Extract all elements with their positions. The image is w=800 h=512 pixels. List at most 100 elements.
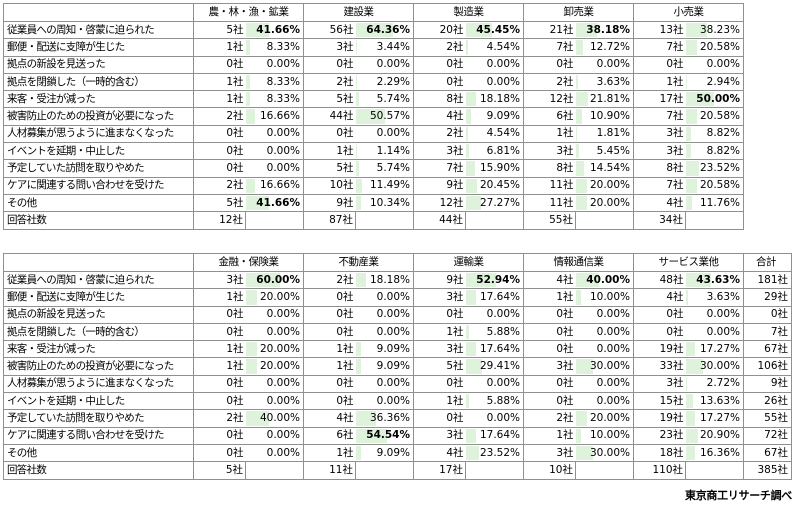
total-cell: 72社 (743, 426, 792, 445)
percent-bar (685, 144, 691, 159)
percent-cell: 15.90% (465, 159, 524, 178)
percent-text: 18.18% (369, 273, 410, 286)
percent-text: 0.00% (596, 325, 630, 338)
percent-cell: 20.00% (245, 288, 304, 307)
count-cell: 0社 (633, 305, 686, 324)
table-row: その他 0社 0.00% 1社 9.09% 4社 23.52% 3社 30.00% 18社 16.3… (3, 443, 792, 463)
percent-cell: 16.66% (245, 176, 304, 195)
count-cell: 44社 (303, 107, 356, 126)
table-row: 来客・受注が減った 1社 8.33% 5社 5.74% 8社 18.18% 12社 21.81%… (3, 90, 744, 109)
respondents-blank (685, 211, 744, 230)
percent-bar (685, 394, 694, 409)
percent-text: 0.00% (706, 308, 740, 321)
percent-text: 9.09% (376, 342, 410, 355)
count-cell: 0社 (413, 305, 466, 324)
count-cell: 3社 (523, 142, 576, 161)
count-cell: 0社 (523, 340, 576, 359)
percent-bar (575, 445, 593, 461)
percent-text: 12.72% (589, 40, 630, 53)
percent-cell: 0.00% (575, 374, 634, 394)
percent-cell: 16.66% (245, 107, 304, 126)
row-label: その他 (3, 193, 194, 213)
percent-text: 36.36% (369, 412, 410, 425)
table-row: 予定していた訪問を取りやめた 0社 0.00% 5社 5.74% 7社 15.90% 8社 14… (3, 159, 744, 178)
percent-cell: 18.18% (465, 90, 524, 109)
percent-cell: 27.27% (465, 193, 524, 213)
count-cell: 3社 (413, 142, 466, 161)
percent-cell: 4.54% (465, 38, 524, 57)
percent-cell: 17.64% (465, 340, 524, 359)
percent-bar (355, 411, 377, 426)
percent-cell: 0.00% (245, 426, 304, 445)
industry-header: 製造業 (413, 3, 524, 22)
count-cell: 7社 (413, 159, 466, 178)
percent-bar (355, 178, 363, 193)
table-row: 従業員への周知・啓蒙に迫られた 3社 60.00% 2社 18.18% 9社 52.94% 4… (3, 270, 792, 290)
percent-text: 17.27% (699, 412, 740, 425)
percent-text: 0.00% (596, 394, 630, 407)
industry-header: 建設業 (303, 3, 414, 22)
count-cell: 0社 (193, 55, 246, 74)
header-row: 農・林・漁・鉱業 建設業 製造業 卸売業 小売業 (3, 3, 744, 22)
percent-text: 38.23% (699, 23, 740, 36)
count-cell: 4社 (523, 270, 576, 290)
percent-text: 3.63% (596, 75, 630, 88)
percent-text: 20.90% (699, 429, 740, 442)
respondents-blank (465, 211, 524, 230)
table-row: 人材募集が思うように進まなくなった 0社 0.00% 0社 0.00% 2社 4.54% 1社… (3, 124, 744, 144)
percent-text: 8.82% (706, 127, 740, 140)
respondents-count: 12社 (193, 211, 246, 230)
count-cell: 3社 (413, 288, 466, 307)
percent-text: 23.52% (479, 446, 520, 459)
total-respondents: 385社 (743, 461, 792, 480)
percent-cell: 9.09% (355, 443, 414, 463)
header-blank (3, 3, 194, 22)
percent-bar (685, 23, 708, 38)
percent-cell: 0.00% (355, 55, 414, 74)
percent-bar (685, 161, 700, 176)
percent-cell: 0.00% (355, 288, 414, 307)
percent-text: 0.00% (376, 127, 410, 140)
percent-text: 30.00% (589, 446, 630, 459)
percent-text: 64.36% (366, 23, 410, 36)
percent-bar (575, 273, 599, 288)
percent-bar (575, 109, 582, 124)
percent-text: 17.64% (479, 429, 520, 442)
count-cell: 2社 (193, 409, 246, 428)
percent-text: 9.09% (376, 360, 410, 373)
percent-text: 0.00% (266, 308, 300, 321)
percent-bar (245, 23, 270, 38)
percent-text: 0.00% (266, 127, 300, 140)
count-cell: 0社 (633, 55, 686, 74)
percent-cell: 10.00% (575, 288, 634, 307)
count-cell: 1社 (523, 124, 576, 144)
count-cell: 8社 (523, 159, 576, 178)
row-label: ケアに関連する問い合わせを受けた (3, 426, 194, 445)
count-cell: 0社 (523, 322, 576, 342)
count-cell: 1社 (303, 142, 356, 161)
percent-cell: 17.27% (685, 340, 744, 359)
percent-bar (465, 161, 475, 176)
count-cell: 1社 (193, 288, 246, 307)
percent-bar (465, 359, 483, 374)
count-cell: 0社 (193, 374, 246, 394)
total-cell: 55社 (743, 409, 792, 428)
percent-cell: 0.00% (355, 305, 414, 324)
percent-text: 20.58% (699, 40, 740, 53)
count-cell: 4社 (633, 193, 686, 213)
percent-bar (575, 126, 577, 142)
count-cell: 7社 (633, 38, 686, 57)
percent-text: 14.54% (589, 162, 630, 175)
respondents-count: 34社 (633, 211, 686, 230)
row-label: 従業員への周知・啓蒙に迫られた (3, 20, 194, 40)
industry-header: 不動産業 (303, 253, 414, 272)
percent-text: 0.00% (486, 308, 520, 321)
percent-text: 16.66% (259, 110, 300, 123)
count-cell: 13社 (633, 20, 686, 40)
total-cell: 9社 (743, 374, 792, 394)
percent-cell: 0.00% (245, 322, 304, 342)
respondents-blank (355, 211, 414, 230)
count-cell: 11社 (523, 176, 576, 195)
count-cell: 0社 (193, 305, 246, 324)
percent-cell: 0.00% (355, 124, 414, 144)
